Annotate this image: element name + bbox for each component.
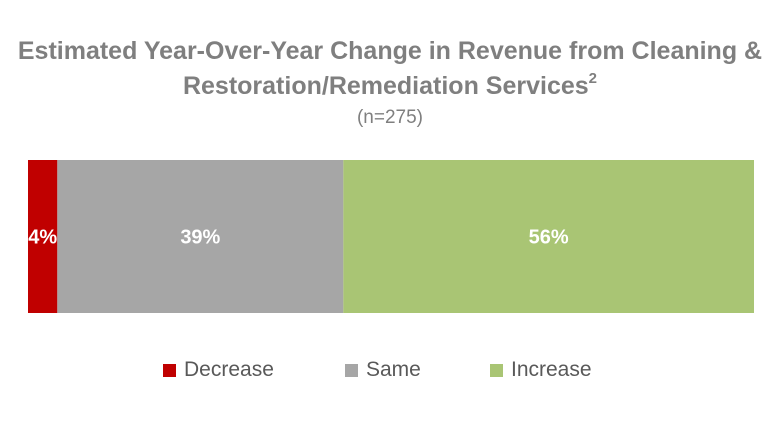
legend-swatch-decrease — [163, 363, 176, 377]
bar-segment-decrease — [28, 160, 58, 313]
legend-swatch-increase — [490, 363, 503, 377]
chart-title-line-2-text: Restoration/Remediation Services — [182, 72, 589, 100]
legend-label-decrease: Decrease — [184, 358, 274, 381]
data-label-decrease: 4% — [28, 227, 57, 249]
bar-segment-same — [57, 160, 344, 313]
bar-segment-increase — [343, 160, 754, 313]
chart-title-line-2: Restoration/Remediation Services2 — [0, 70, 780, 102]
legend-item-increase: Increase — [490, 357, 592, 383]
legend-label-same: Same — [366, 358, 421, 381]
chart-title-superscript: 2 — [588, 70, 598, 87]
chart-title-line-1: Estimated Year-Over-Year Change in Reven… — [17, 37, 763, 65]
chart-subtitle: (n=275) — [356, 107, 424, 128]
legend-item-same: Same — [345, 357, 421, 383]
legend-swatch-same — [345, 363, 358, 377]
legend-item-decrease: Decrease — [163, 357, 274, 383]
legend-label-increase: Increase — [511, 358, 592, 381]
data-label-increase: 56% — [529, 227, 569, 249]
data-label-same: 39% — [180, 227, 220, 249]
